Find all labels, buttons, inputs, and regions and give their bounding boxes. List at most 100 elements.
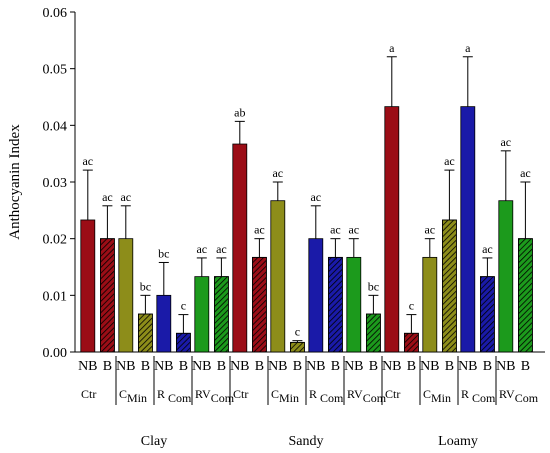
- biochar-label: NB: [306, 359, 325, 374]
- biochar-label: B: [293, 359, 302, 374]
- treatment-main: R: [461, 387, 472, 401]
- bar: [422, 256, 438, 353]
- biochar-label: NB: [154, 359, 173, 374]
- biochar-label: NB: [344, 359, 363, 374]
- bar: [460, 106, 476, 353]
- treatment-main: RV: [195, 387, 211, 401]
- bar-hatch: [251, 256, 267, 353]
- significance-letter: ac: [444, 154, 455, 168]
- y-tick-label: 0.01: [43, 289, 68, 304]
- biochar-label: NB: [78, 359, 97, 374]
- significance-letter: bc: [140, 279, 151, 293]
- biochar-label: NB: [382, 359, 401, 374]
- biochar-label: NB: [116, 359, 135, 374]
- biochar-label: NB: [268, 359, 287, 374]
- biochar-label: B: [369, 359, 378, 374]
- significance-letter: a: [389, 41, 395, 55]
- bar-hatch: [403, 332, 419, 353]
- treatment-subscript: Com: [211, 391, 235, 405]
- treatment-label: CMin: [119, 387, 147, 405]
- significance-letter: a: [465, 41, 471, 55]
- bar-hatch: [289, 341, 305, 353]
- biochar-label: NB: [458, 359, 477, 374]
- biochar-label: B: [521, 359, 530, 374]
- bar-hatch: [213, 276, 229, 353]
- significance-letter: ac: [120, 190, 131, 204]
- biochar-label: NB: [192, 359, 211, 374]
- y-tick-label: 0.05: [43, 63, 68, 78]
- soil-label: Loamy: [438, 434, 478, 449]
- treatment-label: CMin: [271, 387, 299, 405]
- treatment-subscript: Min: [279, 391, 299, 405]
- y-ticks: 0.00 0.01 0.02 0.03 0.04 0.05 0.06: [43, 6, 75, 361]
- treatment-main: C: [119, 387, 127, 401]
- bar-hatch: [327, 256, 343, 353]
- y-axis-label: Anthocyanin Index: [7, 124, 23, 240]
- treatment-label: RVCom: [499, 387, 539, 405]
- treatment-label: Ctr: [81, 387, 96, 401]
- bar: [156, 294, 172, 353]
- significance-letter: ac: [330, 223, 341, 237]
- significance-letter: ac: [82, 154, 93, 168]
- significance-letter: ac: [500, 135, 511, 149]
- y-tick-label: 0.03: [43, 176, 68, 191]
- biochar-label: B: [217, 359, 226, 374]
- significance-letter: ac: [254, 223, 265, 237]
- bar-hatch: [441, 219, 457, 353]
- treatment-label: Ctr: [385, 387, 400, 401]
- significance-letter: ac: [216, 242, 227, 256]
- biochar-label: NB: [230, 359, 249, 374]
- biochar-label: B: [179, 359, 188, 374]
- bar-hatch: [175, 332, 191, 353]
- bar: [232, 143, 248, 353]
- treatment-label: RVCom: [195, 387, 235, 405]
- significance-letter: bc: [158, 246, 169, 260]
- treatment-main: Ctr: [81, 387, 96, 401]
- treatment-main: C: [271, 387, 279, 401]
- biochar-label: B: [331, 359, 340, 374]
- y-tick-label: 0.02: [43, 233, 68, 248]
- treatment-label: R Com: [309, 387, 344, 405]
- biochar-label: B: [255, 359, 264, 374]
- significance-letter: ab: [234, 105, 245, 119]
- bar: [270, 200, 286, 353]
- treatment-subscript: Min: [431, 391, 451, 405]
- y-tick-label: 0.04: [43, 119, 68, 134]
- treatment-main: Ctr: [233, 387, 248, 401]
- significance-letter: c: [295, 325, 300, 339]
- bar-hatch: [479, 276, 495, 353]
- significance-letter: ac: [196, 242, 207, 256]
- treatment-main: RV: [499, 387, 515, 401]
- significance-letter: ac: [348, 223, 359, 237]
- treatment-main: R: [157, 387, 168, 401]
- treatment-main: Ctr: [385, 387, 400, 401]
- biochar-label: B: [483, 359, 492, 374]
- significance-letter: ac: [310, 190, 321, 204]
- bar: [498, 200, 514, 353]
- treatment-label: Ctr: [233, 387, 248, 401]
- treatment-subscript: Com: [472, 391, 496, 405]
- treatment-subscript: Min: [127, 391, 147, 405]
- treatment-subscript: Com: [515, 391, 539, 405]
- biochar-label: NB: [496, 359, 515, 374]
- biochar-label: B: [103, 359, 112, 374]
- treatment-subscript: Com: [363, 391, 387, 405]
- biochar-label: NB: [420, 359, 439, 374]
- biochar-label: B: [407, 359, 416, 374]
- bar-hatch: [518, 238, 533, 353]
- bar: [384, 106, 400, 353]
- treatment-main: C: [423, 387, 431, 401]
- significance-letter: ac: [272, 166, 283, 180]
- treatment-label: R Com: [461, 387, 496, 405]
- bar-hatch: [365, 313, 381, 353]
- y-tick-label: 0.00: [43, 346, 68, 361]
- bar: [346, 256, 362, 353]
- bar: [80, 219, 96, 353]
- significance-letter: ac: [482, 242, 493, 256]
- treatment-main: R: [309, 387, 320, 401]
- soil-label: Clay: [141, 434, 167, 449]
- y-tick-label: 0.06: [43, 6, 68, 21]
